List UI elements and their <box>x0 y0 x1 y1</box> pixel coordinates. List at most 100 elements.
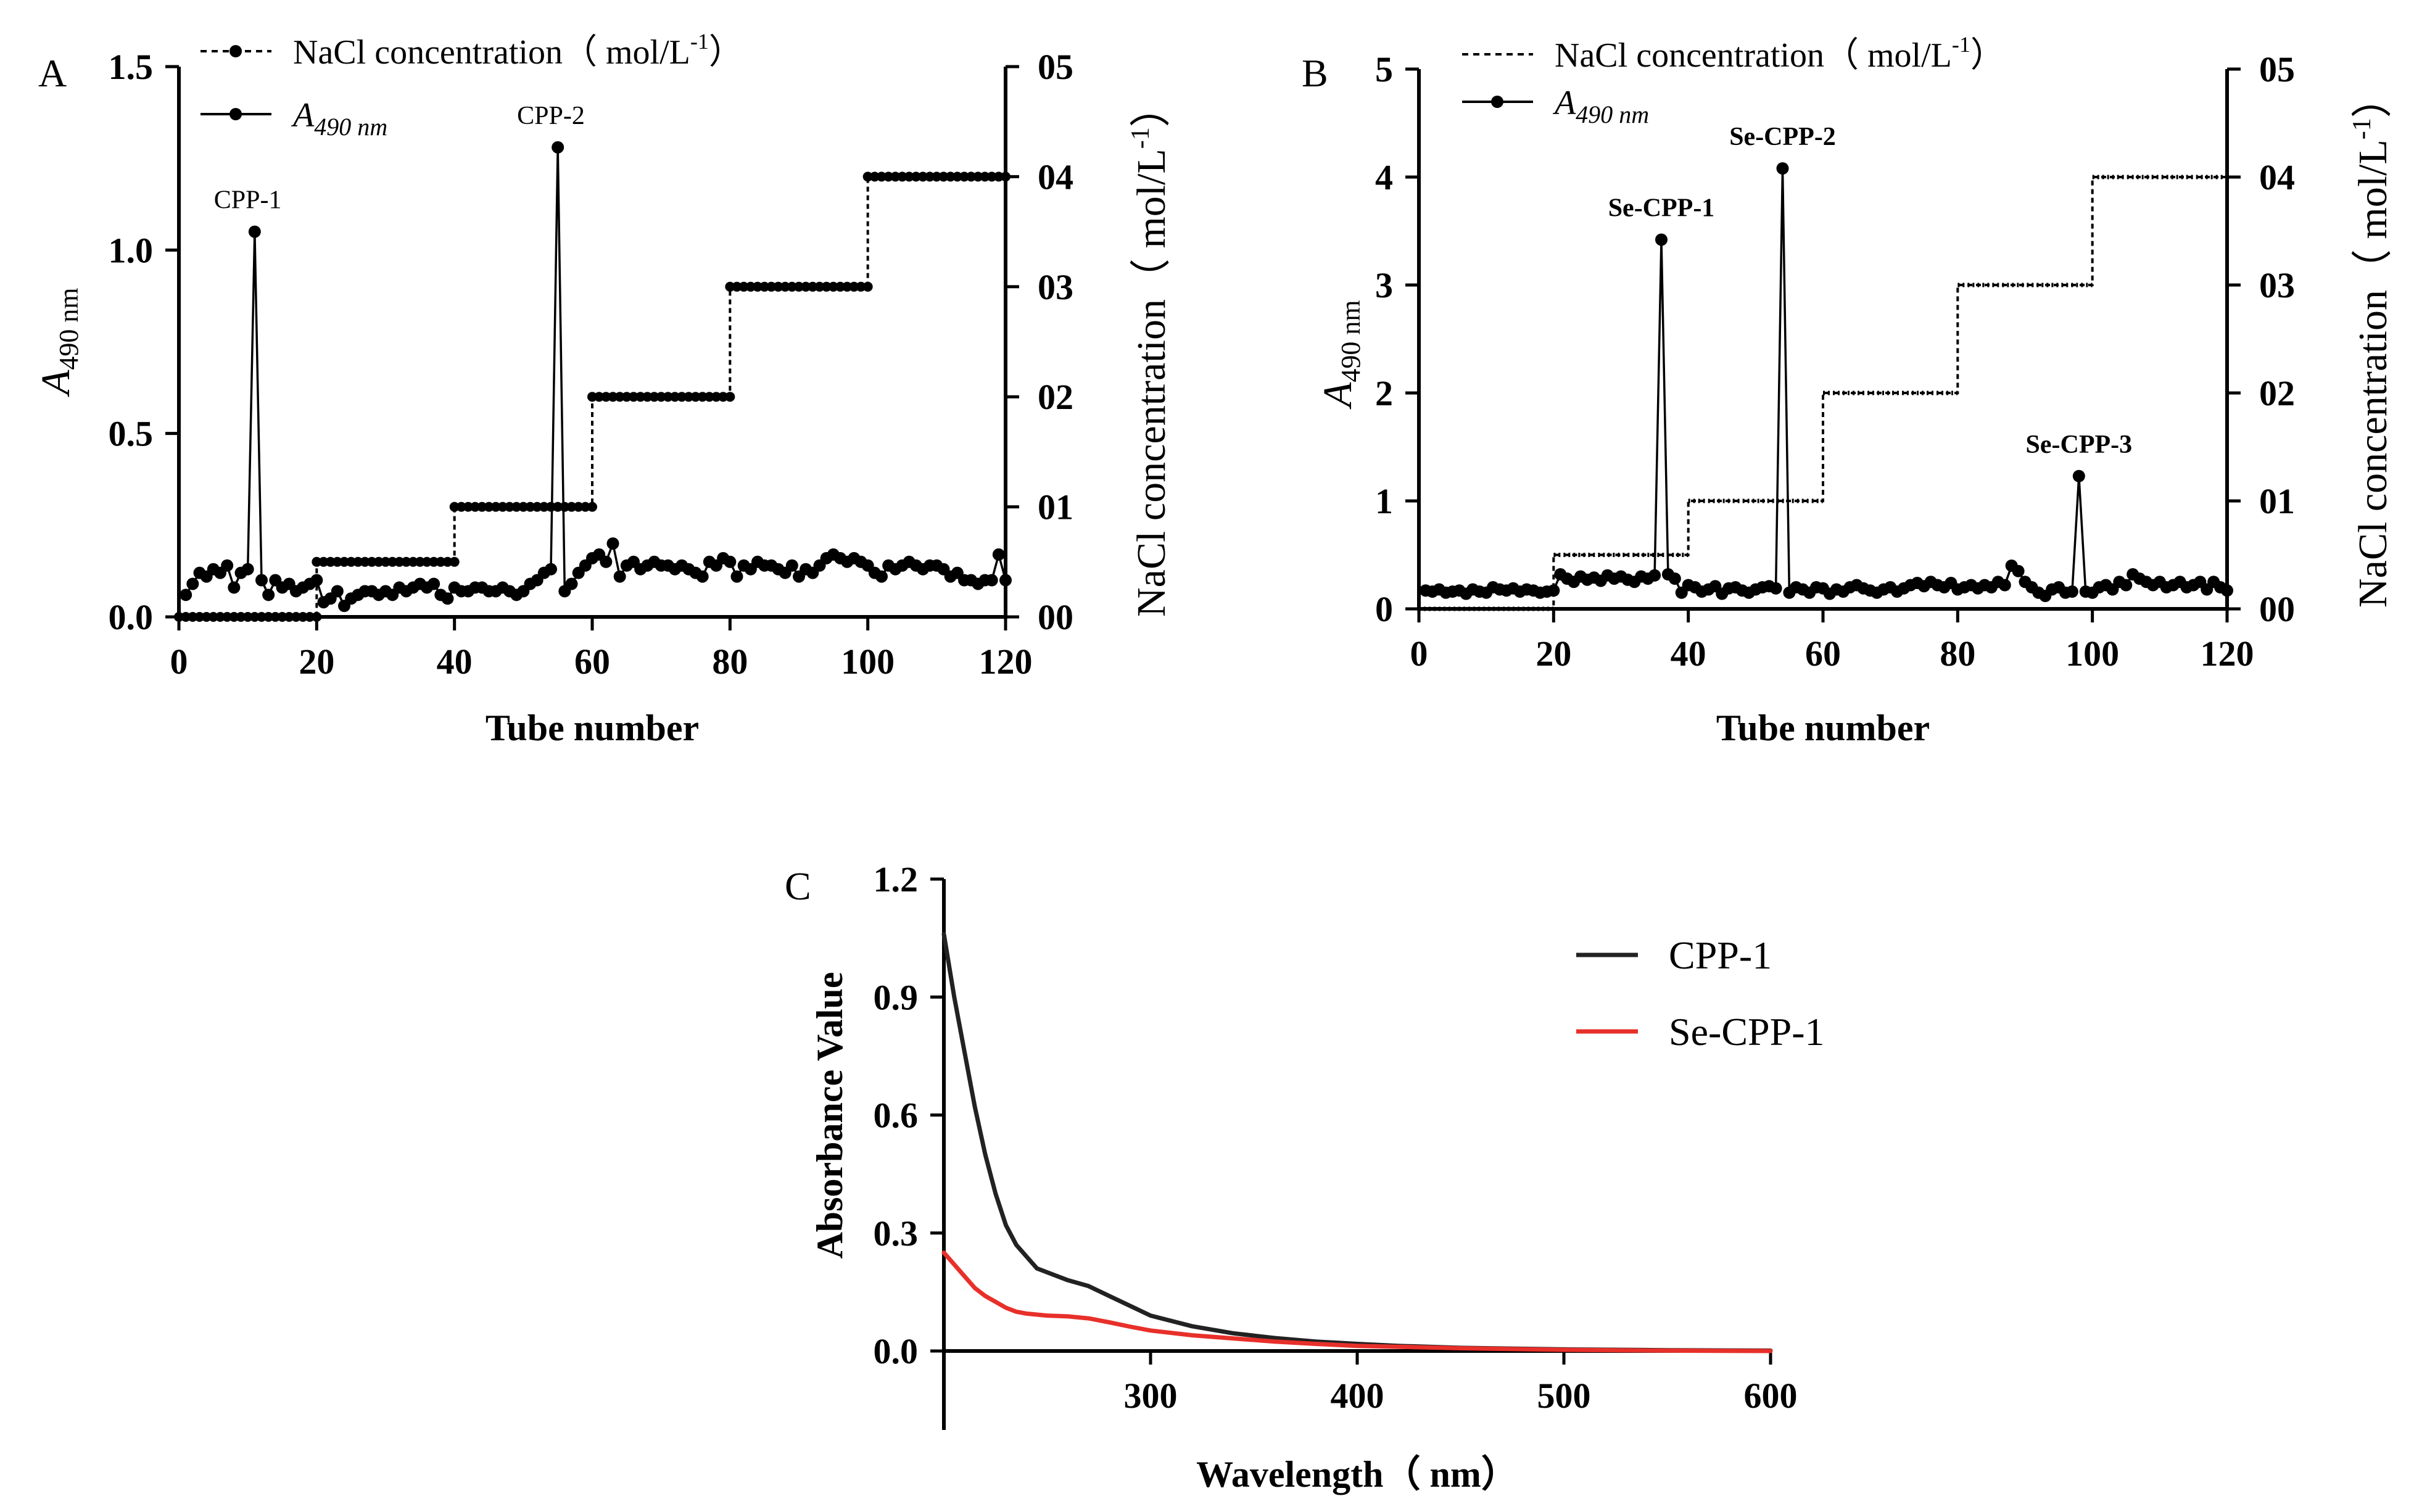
nacl-point <box>773 281 783 292</box>
nacl-point <box>332 556 342 567</box>
nacl-point <box>325 556 336 567</box>
y2-tick-label: 02 <box>1038 377 1073 417</box>
panel-a: A NaCl concentration（ mol/L-1） A490 nm 0… <box>33 29 1174 748</box>
nacl-point <box>194 612 205 622</box>
absorbance-point <box>1668 572 1681 585</box>
nacl-point <box>525 502 535 512</box>
legend-abs-label-a: A490 nm <box>291 96 387 141</box>
absorbance-point <box>1648 569 1661 582</box>
y2-tick-label: 05 <box>1038 47 1073 87</box>
absorbance-point <box>985 574 998 587</box>
x-tick-label: 120 <box>979 642 1033 682</box>
nacl-point <box>560 502 570 512</box>
nacl-point <box>993 171 1004 182</box>
panel-b-nacl-steps <box>1419 175 2227 611</box>
nacl-point <box>181 612 191 622</box>
nacl-point <box>477 502 487 512</box>
x-tick-label: 80 <box>1940 634 1975 674</box>
panel-c-series <box>941 932 1773 1353</box>
nacl-point <box>690 392 701 402</box>
nacl-point <box>938 171 949 182</box>
panel-a-letter: A <box>38 51 67 95</box>
nacl-point <box>862 281 873 292</box>
nacl-point <box>649 392 659 402</box>
y2-tick-label: 03 <box>1038 267 1073 307</box>
y-tick-label: 1 <box>1375 481 1393 521</box>
nacl-point <box>718 392 729 402</box>
nacl-point <box>490 502 501 512</box>
x-tick-label: 0 <box>1410 634 1428 674</box>
nacl-point <box>236 612 246 622</box>
absorbance-point <box>2065 585 2078 598</box>
x-tick-label: 600 <box>1744 1376 1798 1416</box>
panel-b-letter: B <box>1302 51 1328 95</box>
y-tick-label: 2 <box>1375 373 1393 413</box>
nacl-point <box>360 556 370 567</box>
absorbance-point <box>545 563 557 576</box>
x-tick-label: 300 <box>1124 1376 1178 1416</box>
peak-label: Se-CPP-3 <box>2026 431 2133 459</box>
x-tick-label: 60 <box>574 642 610 682</box>
y-tick-label: 1.2 <box>874 859 919 899</box>
absorbance-point <box>992 548 1005 561</box>
absorbance-point <box>613 570 626 583</box>
nacl-point <box>553 502 563 512</box>
nacl-point <box>573 502 584 512</box>
y2-tick-label: 00 <box>2259 589 2295 629</box>
y-tick-label: 0.3 <box>874 1213 919 1254</box>
nacl-point <box>353 556 363 567</box>
absorbance-point <box>1769 582 1782 595</box>
nacl-point <box>642 392 653 402</box>
panel-c-legend: CPP-1 Se-CPP-1 <box>1576 933 1825 1054</box>
nacl-point <box>635 392 646 402</box>
panel-b-y-right-title: NaCl concentration（ mol/L-1） <box>2348 77 2395 608</box>
nacl-point <box>277 612 287 622</box>
y-tick-label: 4 <box>1375 157 1393 197</box>
absorbance-point <box>1776 162 1789 175</box>
nacl-point <box>242 612 253 622</box>
nacl-point <box>711 392 721 402</box>
nacl-point <box>794 281 804 292</box>
y2-tick-label: 00 <box>1038 597 1073 637</box>
nacl-point <box>629 392 639 402</box>
nacl-point <box>381 556 391 567</box>
peak-label: CPP-1 <box>214 186 282 215</box>
absorbance-point <box>2120 579 2133 592</box>
nacl-point <box>614 392 625 402</box>
legend-nacl-label-b: NaCl concentration（ mol/L-1） <box>1555 32 2005 75</box>
panel-a-axes <box>177 67 1007 619</box>
absorbance-point <box>999 574 1012 587</box>
x-tick-label: 120 <box>2201 634 2254 674</box>
nacl-point <box>401 556 411 567</box>
secpp1-spectrum-line <box>941 1250 1773 1353</box>
panel-c-ticks: 300 400 500 600 0.0 0.3 0.6 0.9 1.2 <box>874 859 1798 1416</box>
panel-b-legend: NaCl concentration（ mol/L-1） A490 nm <box>1462 32 2005 128</box>
y2-tick-label: 03 <box>2259 265 2295 305</box>
peak-label: CPP-2 <box>517 102 585 130</box>
absorbance-point <box>2012 564 2025 577</box>
nacl-point <box>986 171 997 182</box>
nacl-point <box>753 281 763 292</box>
legend-nacl-marker-a <box>229 45 242 57</box>
nacl-point <box>387 556 398 567</box>
nacl-point <box>470 502 481 512</box>
y2-tick-label: 01 <box>2259 481 2295 521</box>
nacl-point <box>725 281 735 292</box>
nacl-point <box>732 281 742 292</box>
absorbance-point <box>875 570 888 583</box>
nacl-point <box>484 502 494 512</box>
nacl-point <box>518 502 529 512</box>
nacl-point <box>814 281 825 292</box>
cpp1-spectrum-line <box>941 932 1773 1353</box>
nacl-point <box>463 502 473 512</box>
nacl-point <box>959 171 969 182</box>
peak-label: Se-CPP-1 <box>1608 194 1715 223</box>
panel-a-y-right-title: NaCl concentration（ mol/L-1） <box>1126 86 1174 617</box>
nacl-point <box>911 171 921 182</box>
legend-nacl-label-a: NaCl concentration（ mol/L-1） <box>293 29 743 72</box>
nacl-point <box>442 556 453 567</box>
x-tick-label: 100 <box>2065 634 2119 674</box>
y-tick-label: 1.0 <box>109 230 154 270</box>
absorbance-point <box>785 559 798 572</box>
nacl-point <box>291 612 301 622</box>
